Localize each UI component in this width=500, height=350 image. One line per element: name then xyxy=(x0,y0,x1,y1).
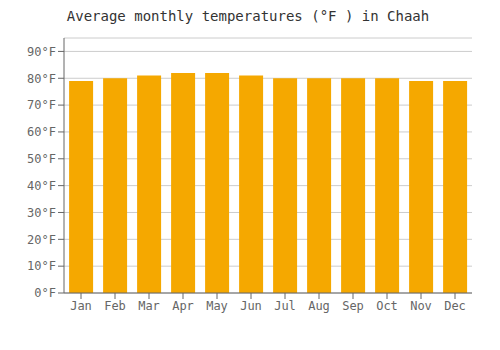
svg-text:Sep: Sep xyxy=(342,299,364,313)
svg-text:10°F: 10°F xyxy=(27,259,56,273)
svg-text:Aug: Aug xyxy=(308,299,330,313)
svg-text:May: May xyxy=(206,299,228,313)
svg-text:20°F: 20°F xyxy=(27,233,56,247)
svg-text:Feb: Feb xyxy=(104,299,126,313)
svg-text:Dec: Dec xyxy=(444,299,466,313)
svg-text:50°F: 50°F xyxy=(27,152,56,166)
svg-text:Jan: Jan xyxy=(70,299,92,313)
svg-text:Jun: Jun xyxy=(240,299,262,313)
svg-text:Jul: Jul xyxy=(274,299,296,313)
svg-text:90°F: 90°F xyxy=(27,45,56,59)
svg-text:0°F: 0°F xyxy=(34,286,56,300)
svg-text:60°F: 60°F xyxy=(27,125,56,139)
svg-text:80°F: 80°F xyxy=(27,72,56,86)
svg-text:Apr: Apr xyxy=(172,299,194,313)
svg-text:Nov: Nov xyxy=(410,299,432,313)
svg-text:Mar: Mar xyxy=(138,299,160,313)
svg-text:70°F: 70°F xyxy=(27,98,56,112)
svg-text:30°F: 30°F xyxy=(27,206,56,220)
svg-text:Oct: Oct xyxy=(376,299,398,313)
html-text:Average monthly temperatures (: Average monthly temperatures (°F ) in Ch… xyxy=(66,8,430,24)
svg-text:40°F: 40°F xyxy=(27,179,56,193)
